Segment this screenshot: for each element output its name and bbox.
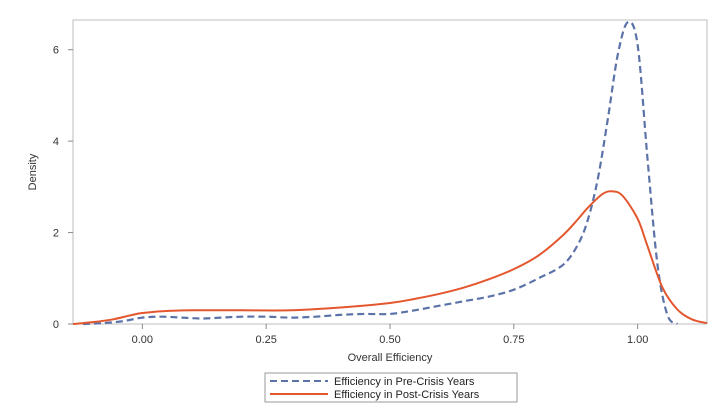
x-tick-label: 1.00 [627, 334, 648, 346]
x-tick-label: 0.00 [132, 334, 153, 346]
series-layer [72, 20, 708, 326]
x-tick-label: 0.25 [255, 334, 276, 346]
legend-frame [264, 372, 518, 403]
y-tick-label: 2 [53, 228, 59, 240]
y-axis: 0 2 4 6 [53, 45, 73, 331]
x-tick-label: 0.50 [379, 334, 400, 346]
y-tick-label: 4 [53, 136, 59, 148]
plot-area-frame [72, 19, 708, 325]
series-line-pre-crisis [82, 20, 679, 326]
legend: Efficiency in Pre-Crisis Years Efficienc… [264, 372, 518, 403]
y-tick-label: 0 [53, 319, 59, 331]
y-axis-label: Density [27, 153, 39, 190]
x-axis: 0.00 0.25 0.50 0.75 1.00 [132, 324, 648, 346]
x-axis-label: Overall Efficiency [348, 352, 433, 364]
legend-label-pre-crisis: Efficiency in Pre-Crisis Years [334, 376, 475, 388]
series-line-post-crisis [72, 190, 708, 325]
y-tick-label: 6 [53, 45, 59, 57]
x-tick-label: 0.75 [503, 334, 524, 346]
legend-label-post-crisis: Efficiency in Post-Crisis Years [334, 389, 480, 401]
